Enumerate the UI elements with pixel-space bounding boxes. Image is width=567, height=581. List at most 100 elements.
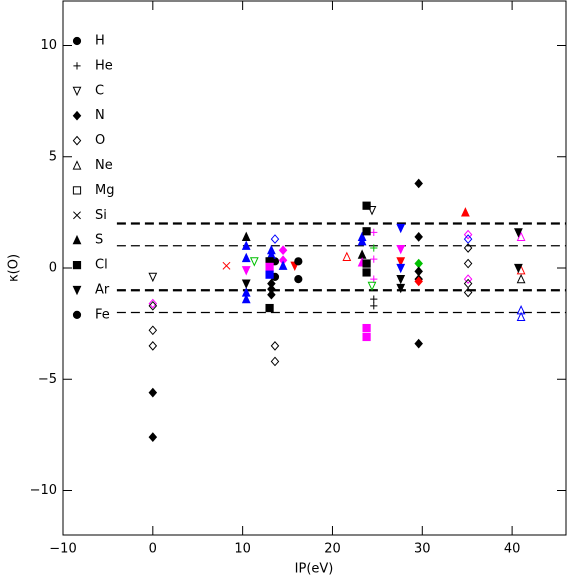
point	[367, 206, 377, 216]
point	[270, 356, 280, 367]
point	[516, 311, 526, 322]
point	[463, 274, 473, 284]
point	[463, 287, 473, 298]
point	[414, 258, 423, 269]
legend-marker	[72, 261, 82, 270]
point	[270, 341, 280, 351]
point	[414, 266, 423, 277]
point	[370, 295, 378, 303]
legend-marker	[72, 135, 82, 146]
point	[516, 273, 526, 284]
x-tick-label: 30	[414, 542, 431, 557]
legend-marker	[73, 62, 81, 70]
point	[278, 260, 288, 270]
point	[148, 300, 158, 311]
legend-label: S	[95, 233, 103, 248]
point	[362, 323, 371, 333]
point	[148, 341, 158, 351]
point	[241, 252, 251, 263]
point	[241, 240, 251, 250]
legend-marker	[72, 186, 82, 195]
legend-marker	[72, 86, 82, 97]
point	[370, 302, 378, 310]
y-tick-label: −10	[30, 483, 57, 498]
y-axis-label: κ(O)	[7, 254, 22, 282]
point	[370, 228, 378, 236]
x-axis-label: IP(eV)	[295, 562, 334, 577]
point	[267, 289, 276, 300]
point	[241, 279, 251, 289]
point	[241, 293, 251, 304]
point	[265, 262, 274, 271]
x-tick-label: 0	[149, 542, 157, 557]
point	[396, 263, 406, 274]
point	[148, 325, 158, 336]
point	[514, 228, 523, 238]
point	[148, 272, 158, 283]
point	[265, 303, 274, 313]
point	[370, 255, 378, 263]
legend-marker	[72, 310, 82, 319]
point	[461, 207, 470, 217]
point	[249, 257, 259, 267]
point	[414, 231, 423, 242]
legend-label: Fe	[95, 307, 110, 322]
point	[270, 234, 280, 244]
legend-marker	[73, 211, 81, 220]
x-tick-label: 20	[324, 542, 341, 557]
legend-marker	[72, 36, 82, 46]
point	[414, 276, 423, 287]
y-tick-label: −5	[38, 372, 57, 387]
point	[463, 258, 473, 269]
legend-label: He	[95, 58, 113, 73]
point	[396, 275, 406, 285]
point	[222, 261, 231, 270]
point	[362, 227, 371, 236]
point	[362, 201, 371, 210]
point	[342, 251, 352, 261]
legend-label: Ar	[95, 283, 110, 298]
x-tick-label: 40	[504, 542, 521, 557]
point	[241, 266, 251, 276]
point	[396, 244, 406, 255]
y-tick-label: 10	[40, 38, 57, 53]
point	[148, 432, 158, 442]
point	[148, 387, 158, 398]
point	[370, 275, 378, 283]
point	[463, 243, 473, 253]
point	[396, 283, 406, 294]
point	[414, 178, 423, 189]
point	[516, 231, 526, 241]
point	[294, 275, 303, 284]
point	[241, 231, 251, 241]
x-tick-label: −10	[49, 542, 76, 557]
y-tick-label: 0	[49, 261, 57, 276]
plot-frame	[62, 0, 567, 536]
legend-label: C	[95, 83, 104, 98]
point	[278, 245, 288, 256]
y-tick-label: 5	[49, 149, 57, 164]
point	[294, 257, 303, 266]
point	[362, 259, 371, 268]
x-tick-label: 10	[234, 542, 251, 557]
point	[357, 236, 367, 246]
legend-label: Cl	[95, 258, 108, 273]
legend-label: Ne	[95, 158, 113, 173]
legend-label: Si	[95, 208, 107, 223]
point	[370, 244, 378, 252]
legend-marker	[72, 285, 82, 296]
point	[514, 263, 523, 274]
legend-label: H	[95, 34, 105, 49]
point	[148, 298, 158, 309]
legend-marker	[72, 160, 82, 170]
legend-label: Mg	[95, 183, 114, 198]
legend-label: N	[95, 108, 105, 123]
point	[463, 229, 473, 240]
point	[396, 223, 406, 234]
legend-marker	[72, 234, 82, 245]
point	[396, 257, 406, 267]
point	[367, 281, 377, 292]
legend-label: O	[95, 133, 105, 148]
